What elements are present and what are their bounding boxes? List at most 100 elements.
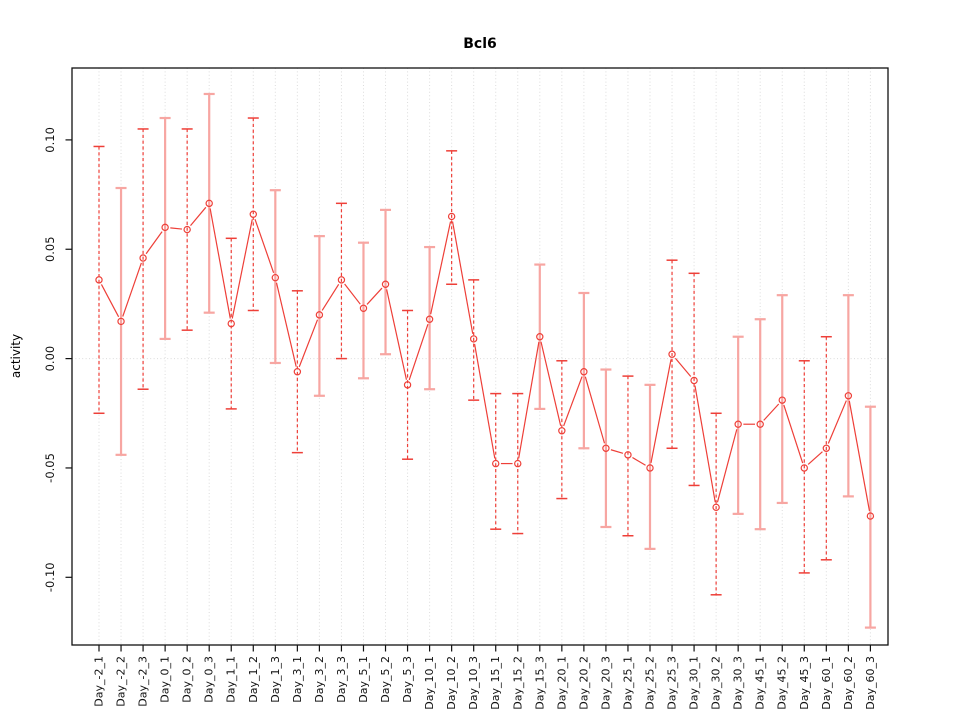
x-tick-label: Day_3_1 <box>291 656 304 703</box>
x-tick-label: Day_15_3 <box>533 656 546 710</box>
data-point <box>447 212 456 221</box>
x-tick-label: Day_30_1 <box>688 656 701 710</box>
x-tick-label: Day_20_2 <box>577 656 590 710</box>
y-tick-label: 0.05 <box>43 236 57 262</box>
data-point <box>602 444 610 452</box>
data-point <box>690 376 698 385</box>
series-segment <box>100 284 120 318</box>
series-segment <box>145 231 163 255</box>
data-point <box>249 210 257 218</box>
data-point <box>580 368 588 376</box>
data-point <box>800 464 808 472</box>
series-segment <box>209 208 231 319</box>
x-tick-label: Day_25_1 <box>621 656 634 710</box>
x-tick-label: Day_20_3 <box>599 656 612 710</box>
x-tick-label: Day_1_3 <box>269 656 282 703</box>
series-segment <box>254 218 275 273</box>
data-point <box>624 451 632 459</box>
series-segment <box>122 262 142 317</box>
x-tick-label: Day_60_2 <box>842 656 855 710</box>
data-point <box>536 333 544 341</box>
x-tick-label: Day_30_2 <box>710 656 723 710</box>
series-segment <box>430 221 452 315</box>
series-segment <box>716 429 738 503</box>
series-segment <box>610 449 624 454</box>
x-tick-label: Day_15_2 <box>511 656 524 710</box>
y-tick-label: 0.00 <box>43 346 57 372</box>
chart-title: Bcl6 <box>463 36 497 52</box>
series-segment <box>632 456 646 466</box>
series-segment <box>540 341 562 426</box>
data-point <box>315 311 324 319</box>
x-tick-label: Day_1_2 <box>247 656 260 703</box>
series-segment <box>763 403 780 421</box>
data-point <box>183 225 191 234</box>
data-point <box>492 459 500 468</box>
series-segment <box>408 323 429 381</box>
series-segment <box>451 221 474 334</box>
data-point <box>271 273 280 282</box>
series-segment <box>321 283 340 311</box>
data-point <box>558 427 566 435</box>
series-segment <box>827 400 847 444</box>
data-point <box>756 420 764 428</box>
data-point <box>95 276 103 284</box>
series-segment <box>783 404 804 464</box>
x-tick-label: Day_10_1 <box>423 656 436 710</box>
data-point <box>117 317 125 326</box>
data-point <box>161 223 169 232</box>
x-tick-label: Day_60_3 <box>864 656 877 710</box>
x-tick-label: Day_15_1 <box>489 656 502 710</box>
data-point <box>337 276 346 284</box>
x-tick-label: Day_1_1 <box>225 656 238 703</box>
series-segment <box>190 206 207 226</box>
x-tick-label: Day_0_1 <box>159 656 172 703</box>
series-segment <box>674 357 692 377</box>
x-tick-label: Day_-2_3 <box>137 656 150 707</box>
data-point <box>139 254 147 262</box>
x-tick-label: Day_3_3 <box>335 656 348 703</box>
series-segment <box>650 359 672 463</box>
x-tick-label: Day_3_2 <box>313 656 326 703</box>
x-tick-label: Day_30_3 <box>732 656 745 710</box>
series-segment <box>563 376 583 427</box>
data-point <box>403 381 412 389</box>
series-segment <box>473 343 496 459</box>
data-point <box>469 335 478 343</box>
series-segment <box>170 227 183 230</box>
x-tick-label: Day_45_3 <box>798 656 811 710</box>
y-tick-label: -0.10 <box>43 562 57 592</box>
data-point <box>844 392 853 400</box>
series-segment <box>694 385 716 503</box>
series-segment <box>275 282 297 367</box>
x-tick-label: Day_-2_2 <box>115 656 128 707</box>
x-tick-label: Day_60_1 <box>820 656 833 710</box>
series-segment <box>386 289 408 380</box>
x-tick-label: Day_10_2 <box>445 656 458 710</box>
data-point <box>866 512 875 520</box>
series-segment <box>807 451 823 465</box>
x-tick-label: Day_45_1 <box>754 656 767 710</box>
series-segment <box>848 400 871 512</box>
x-tick-label: Day_10_3 <box>467 656 480 710</box>
x-tick-label: Day_25_2 <box>644 656 657 710</box>
series-segment <box>584 376 606 444</box>
plot-box <box>71 67 889 646</box>
x-tick-label: Day_5_2 <box>379 656 392 703</box>
data-point <box>778 396 786 404</box>
series-segment <box>366 287 383 305</box>
y-axis-title: activity <box>9 333 23 379</box>
x-tick-label: Day_5_1 <box>357 656 370 703</box>
series-segment <box>344 283 361 305</box>
data-point <box>381 280 390 288</box>
x-tick-label: Day_45_2 <box>776 656 789 710</box>
x-tick-label: Day_0_3 <box>203 656 216 703</box>
data-point <box>205 199 213 208</box>
x-tick-label: Day_0_2 <box>181 656 194 703</box>
data-point <box>359 304 368 312</box>
x-tick-label: Day_20_1 <box>555 656 568 710</box>
data-point <box>514 459 522 468</box>
data-point <box>668 350 676 358</box>
